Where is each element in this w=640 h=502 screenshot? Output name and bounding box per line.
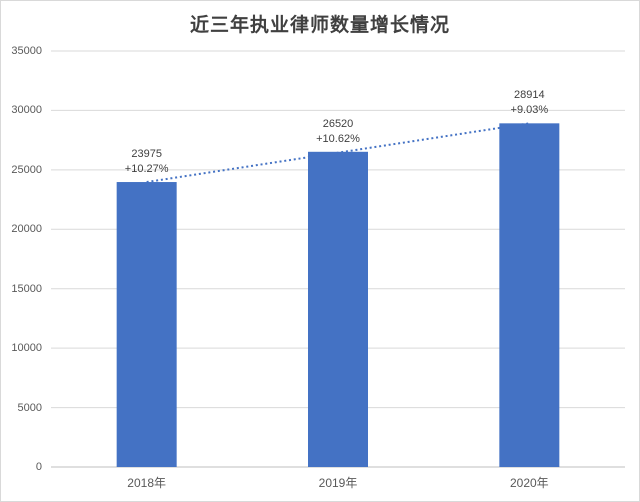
bar-value-label: 26520 [322, 117, 354, 130]
y-axis-tick-label: 0 [35, 461, 42, 473]
y-axis-tick-label: 15000 [11, 282, 42, 295]
bar [308, 151, 368, 467]
bar-growth-label: +10.62% [316, 132, 360, 145]
bar-value-label: 28914 [514, 89, 545, 102]
bar [499, 123, 560, 467]
x-axis-category-label: 2018年 [127, 476, 166, 490]
bar [116, 182, 177, 468]
bar-data-label: 23975 +10.27% [97, 147, 197, 177]
bar-data-label: 28914 +9.03% [479, 88, 579, 118]
y-axis-tick-label: 35000 [11, 45, 42, 57]
y-axis-tick-label: 25000 [11, 163, 42, 176]
chart-title: 近三年执业律师数量增长情况 [189, 15, 450, 36]
x-axis-category-label: 2020年 [509, 476, 549, 490]
bar-growth-label: +10.27% [124, 163, 169, 176]
bar-growth-label: +9.03% [510, 104, 549, 117]
y-axis-tick-label: 30000 [11, 104, 42, 117]
y-axis-tick-label: 20000 [11, 223, 42, 236]
bar-data-label: 26520 +10.62% [288, 117, 388, 147]
y-axis-tick-label: 5000 [17, 401, 42, 414]
y-axis-tick-label: 10000 [11, 342, 42, 355]
trendline [146, 122, 530, 184]
bar-value-label: 23975 [131, 148, 162, 161]
x-axis-category-label: 2019年 [318, 476, 358, 490]
